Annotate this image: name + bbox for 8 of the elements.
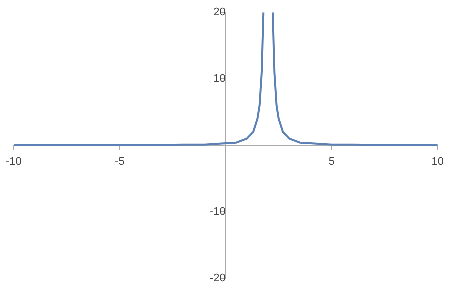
y-tick-label: 20 <box>214 6 226 19</box>
y-tick-label: -10 <box>210 206 226 218</box>
x-tick-label: -5 <box>115 156 125 168</box>
y-tick-label: 10 <box>214 73 226 86</box>
x-tick-label: 10 <box>432 156 444 168</box>
y-tick-label: -20 <box>210 272 226 284</box>
x-tick-label: 5 <box>328 156 335 168</box>
x-tick-label: -10 <box>6 156 22 168</box>
